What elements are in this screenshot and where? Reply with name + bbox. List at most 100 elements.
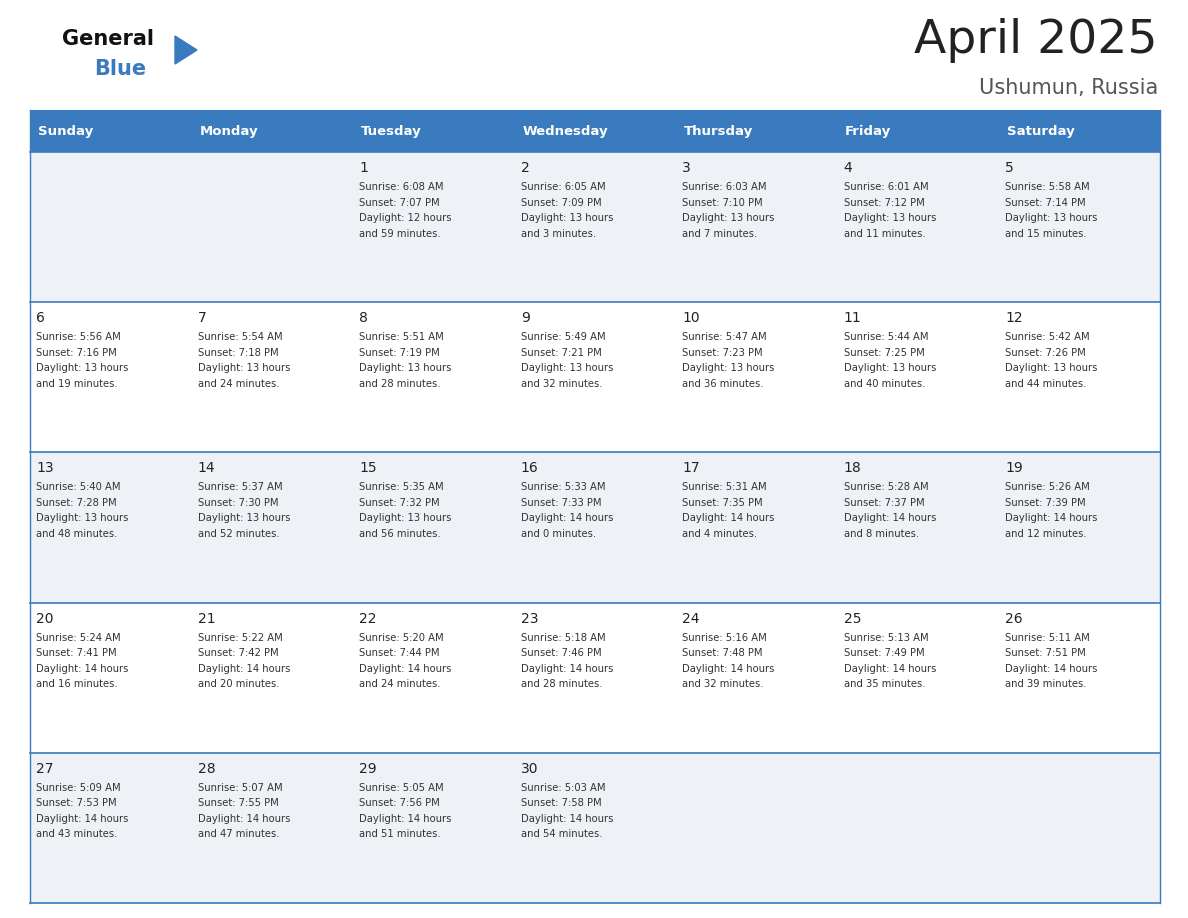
Text: and 20 minutes.: and 20 minutes.	[198, 679, 279, 689]
Text: 30: 30	[520, 762, 538, 776]
Text: and 39 minutes.: and 39 minutes.	[1005, 679, 1087, 689]
Text: Ushumun, Russia: Ushumun, Russia	[979, 78, 1158, 98]
Text: 18: 18	[843, 462, 861, 476]
Bar	[999, 110, 1159, 152]
Text: Sunrise: 5:44 AM: Sunrise: 5:44 AM	[843, 332, 928, 342]
Text: and 40 minutes.: and 40 minutes.	[843, 379, 925, 388]
Text: Sunrise: 6:08 AM: Sunrise: 6:08 AM	[359, 182, 444, 192]
Text: Sunset: 7:58 PM: Sunset: 7:58 PM	[520, 799, 601, 809]
Text: Sunset: 7:53 PM: Sunset: 7:53 PM	[37, 799, 118, 809]
Text: Sunset: 7:37 PM: Sunset: 7:37 PM	[843, 498, 924, 508]
Text: Sunset: 7:51 PM: Sunset: 7:51 PM	[1005, 648, 1086, 658]
Text: Daylight: 14 hours: Daylight: 14 hours	[1005, 664, 1098, 674]
Text: Sunrise: 5:49 AM: Sunrise: 5:49 AM	[520, 332, 606, 342]
Text: Sunset: 7:19 PM: Sunset: 7:19 PM	[359, 348, 440, 358]
Text: Sunset: 7:28 PM: Sunset: 7:28 PM	[37, 498, 118, 508]
Text: Sunrise: 5:58 AM: Sunrise: 5:58 AM	[1005, 182, 1089, 192]
Text: Daylight: 14 hours: Daylight: 14 hours	[682, 664, 775, 674]
Text: and 35 minutes.: and 35 minutes.	[843, 679, 925, 689]
Text: Daylight: 14 hours: Daylight: 14 hours	[37, 664, 128, 674]
Text: and 51 minutes.: and 51 minutes.	[359, 829, 441, 839]
Text: Sunrise: 6:03 AM: Sunrise: 6:03 AM	[682, 182, 766, 192]
Text: Daylight: 13 hours: Daylight: 13 hours	[37, 513, 128, 523]
Text: Daylight: 14 hours: Daylight: 14 hours	[37, 814, 128, 823]
Text: Sunset: 7:18 PM: Sunset: 7:18 PM	[198, 348, 278, 358]
Polygon shape	[175, 36, 197, 64]
Text: Sunrise: 5:51 AM: Sunrise: 5:51 AM	[359, 332, 444, 342]
Bar	[676, 110, 838, 152]
Text: and 44 minutes.: and 44 minutes.	[1005, 379, 1086, 388]
Text: Daylight: 14 hours: Daylight: 14 hours	[520, 814, 613, 823]
Text: General: General	[62, 29, 154, 49]
Text: Sunrise: 5:20 AM: Sunrise: 5:20 AM	[359, 633, 444, 643]
Text: Daylight: 13 hours: Daylight: 13 hours	[359, 364, 451, 374]
Text: Sunrise: 5:47 AM: Sunrise: 5:47 AM	[682, 332, 766, 342]
Text: and 47 minutes.: and 47 minutes.	[198, 829, 279, 839]
Text: Sunset: 7:42 PM: Sunset: 7:42 PM	[198, 648, 278, 658]
Text: April 2025: April 2025	[915, 18, 1158, 63]
Text: and 56 minutes.: and 56 minutes.	[359, 529, 441, 539]
Text: 3: 3	[682, 161, 691, 175]
Text: Daylight: 13 hours: Daylight: 13 hours	[682, 364, 775, 374]
Text: Sunrise: 5:54 AM: Sunrise: 5:54 AM	[198, 332, 283, 342]
Text: Sunrise: 5:40 AM: Sunrise: 5:40 AM	[37, 483, 121, 492]
Bar	[30, 453, 1159, 602]
Text: Sunset: 7:07 PM: Sunset: 7:07 PM	[359, 197, 440, 207]
Text: Daylight: 13 hours: Daylight: 13 hours	[37, 364, 128, 374]
Text: Sunrise: 6:01 AM: Sunrise: 6:01 AM	[843, 182, 928, 192]
Text: and 28 minutes.: and 28 minutes.	[520, 679, 602, 689]
Text: Sunset: 7:32 PM: Sunset: 7:32 PM	[359, 498, 440, 508]
Text: Tuesday: Tuesday	[361, 125, 422, 138]
Text: Sunset: 7:46 PM: Sunset: 7:46 PM	[520, 648, 601, 658]
Text: Daylight: 14 hours: Daylight: 14 hours	[198, 814, 290, 823]
Bar	[30, 110, 191, 152]
Text: Daylight: 14 hours: Daylight: 14 hours	[682, 513, 775, 523]
Text: Sunset: 7:44 PM: Sunset: 7:44 PM	[359, 648, 440, 658]
Text: Daylight: 13 hours: Daylight: 13 hours	[520, 213, 613, 223]
Text: 14: 14	[198, 462, 215, 476]
Bar	[514, 110, 676, 152]
Text: 6: 6	[37, 311, 45, 325]
Text: 27: 27	[37, 762, 53, 776]
Text: Sunrise: 5:22 AM: Sunrise: 5:22 AM	[198, 633, 283, 643]
Text: and 15 minutes.: and 15 minutes.	[1005, 229, 1087, 239]
Text: Daylight: 13 hours: Daylight: 13 hours	[682, 213, 775, 223]
Text: Sunset: 7:49 PM: Sunset: 7:49 PM	[843, 648, 924, 658]
Text: 17: 17	[682, 462, 700, 476]
Text: and 54 minutes.: and 54 minutes.	[520, 829, 602, 839]
Text: Sunrise: 5:42 AM: Sunrise: 5:42 AM	[1005, 332, 1089, 342]
Text: and 19 minutes.: and 19 minutes.	[37, 379, 118, 388]
Text: Sunday: Sunday	[38, 125, 94, 138]
Text: Sunset: 7:21 PM: Sunset: 7:21 PM	[520, 348, 601, 358]
Text: Thursday: Thursday	[684, 125, 753, 138]
Text: Daylight: 12 hours: Daylight: 12 hours	[359, 213, 451, 223]
Text: Daylight: 14 hours: Daylight: 14 hours	[198, 664, 290, 674]
Text: Sunset: 7:35 PM: Sunset: 7:35 PM	[682, 498, 763, 508]
Text: Sunrise: 5:13 AM: Sunrise: 5:13 AM	[843, 633, 928, 643]
Text: and 52 minutes.: and 52 minutes.	[198, 529, 279, 539]
Text: 2: 2	[520, 161, 530, 175]
Text: and 4 minutes.: and 4 minutes.	[682, 529, 757, 539]
Text: and 24 minutes.: and 24 minutes.	[359, 679, 441, 689]
Text: Daylight: 14 hours: Daylight: 14 hours	[843, 664, 936, 674]
Text: 20: 20	[37, 611, 53, 625]
Bar	[30, 753, 1159, 903]
Text: Sunrise: 5:11 AM: Sunrise: 5:11 AM	[1005, 633, 1089, 643]
Text: 28: 28	[198, 762, 215, 776]
Bar	[30, 302, 1159, 453]
Text: 22: 22	[359, 611, 377, 625]
Text: Sunset: 7:09 PM: Sunset: 7:09 PM	[520, 197, 601, 207]
Bar	[30, 602, 1159, 753]
Text: Sunrise: 5:07 AM: Sunrise: 5:07 AM	[198, 783, 283, 793]
Text: Sunrise: 5:31 AM: Sunrise: 5:31 AM	[682, 483, 766, 492]
Text: and 3 minutes.: and 3 minutes.	[520, 229, 596, 239]
Text: 11: 11	[843, 311, 861, 325]
Text: Sunrise: 5:03 AM: Sunrise: 5:03 AM	[520, 783, 605, 793]
Text: 4: 4	[843, 161, 852, 175]
Text: Sunrise: 5:56 AM: Sunrise: 5:56 AM	[37, 332, 121, 342]
Text: Sunset: 7:14 PM: Sunset: 7:14 PM	[1005, 197, 1086, 207]
Text: and 12 minutes.: and 12 minutes.	[1005, 529, 1087, 539]
Text: Sunset: 7:55 PM: Sunset: 7:55 PM	[198, 799, 279, 809]
Text: 15: 15	[359, 462, 377, 476]
Bar	[838, 110, 999, 152]
